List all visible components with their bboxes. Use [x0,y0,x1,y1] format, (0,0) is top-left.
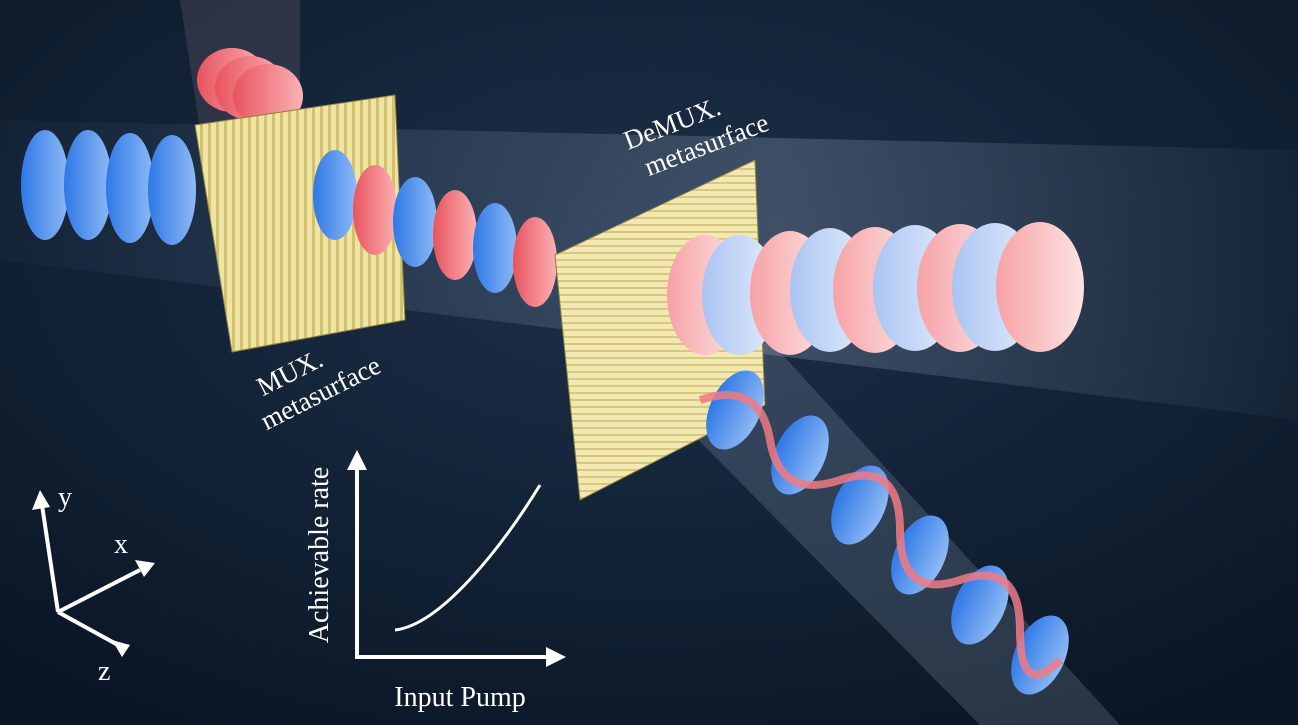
output-beam-straight [667,222,1084,355]
y-axis-label: y [58,482,72,513]
z-axis-label: z [98,656,110,687]
x-axis-label: x [114,529,128,560]
illustration: DeMUX.metasurface MUX.metasurface Achiev… [0,0,1298,725]
inset-x-label: Input Pump [394,682,525,713]
inset-y-label: Achievable rate [304,467,335,643]
